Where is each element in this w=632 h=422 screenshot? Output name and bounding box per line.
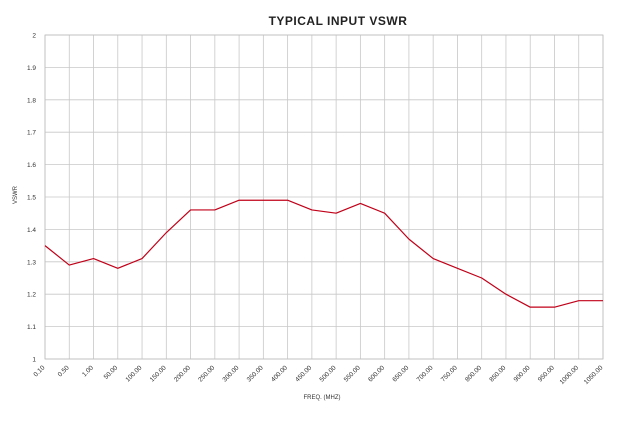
- y-tick-label: 1.1: [27, 324, 36, 331]
- x-tick-label: 800.00: [464, 364, 483, 383]
- y-tick-label: 1.9: [27, 65, 36, 72]
- grid-layer: [44, 34, 604, 360]
- x-tick-label: 0.50: [57, 364, 71, 378]
- series-layer: [44, 199, 603, 308]
- x-tick-label: 900.00: [513, 364, 532, 383]
- x-tick-label: 400.00: [270, 364, 289, 383]
- y-tick-label: 1.3: [27, 259, 36, 266]
- plot-frame: [44, 34, 604, 360]
- x-tick-label: 0.10: [33, 364, 47, 378]
- x-tick-label: 950.00: [537, 364, 556, 383]
- y-tick-label: 1.4: [27, 227, 36, 234]
- x-tick-label: 1.00: [81, 364, 95, 378]
- y-tick-labels: 1 1.1 1.2 1.3 1.4 1.5 1.6 1.7 1.8 1.9 2: [27, 33, 36, 364]
- y-tick-label: 1.6: [27, 162, 36, 169]
- x-tick-label: 500.00: [319, 364, 338, 383]
- y-axis-label: VSWR: [13, 185, 19, 204]
- y-tick-label: 1.2: [27, 292, 36, 299]
- y-tick-label: 1.8: [27, 97, 36, 104]
- x-tick-label: 650.00: [391, 364, 410, 383]
- x-tick-label: 50.00: [103, 364, 120, 381]
- y-tick-label: 1: [32, 357, 36, 364]
- y-tick-label: 1.5: [27, 195, 36, 202]
- x-tick-label: 350.00: [246, 364, 265, 383]
- y-tick-label: 1.7: [27, 130, 36, 137]
- vswr-series-line: [44, 199, 603, 308]
- x-tick-label: 600.00: [367, 364, 386, 383]
- x-tick-label: 300.00: [221, 364, 240, 383]
- x-tick-label: 550.00: [343, 364, 362, 383]
- x-tick-label: 100.00: [124, 364, 143, 383]
- x-tick-label: 200.00: [173, 364, 192, 383]
- x-tick-label: 700.00: [416, 364, 435, 383]
- x-tick-label: 850.00: [488, 364, 507, 383]
- x-tick-label: 250.00: [197, 364, 216, 383]
- x-tick-label: 150.00: [149, 364, 168, 383]
- y-tick-label: 2: [32, 33, 36, 40]
- x-tick-label: 450.00: [294, 364, 313, 383]
- x-tick-label: 1050.00: [583, 364, 605, 386]
- x-tick-label: 1000.00: [559, 364, 581, 386]
- chart-title: TYPICAL INPUT VSWR: [269, 14, 408, 28]
- x-tick-labels: 0.10 0.50 1.00 50.00 100.00 150.00 200.00 250.0…: [33, 364, 605, 386]
- x-axis-label: FREQ. (MHZ): [304, 395, 341, 401]
- x-tick-label: 750.00: [440, 364, 459, 383]
